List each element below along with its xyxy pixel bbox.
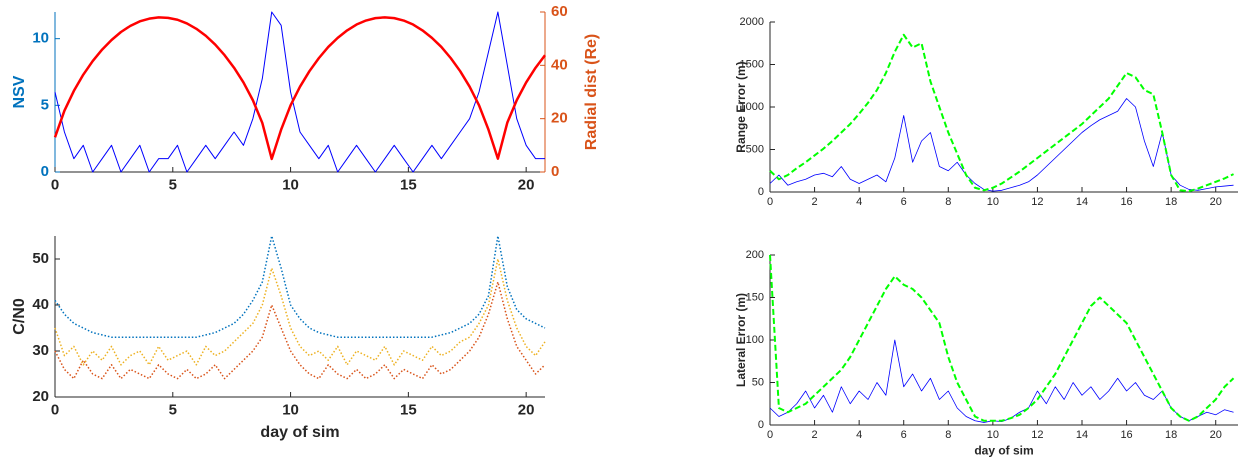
x-tick-label: 6	[901, 429, 907, 441]
y-axis-label: Lateral Error (m)	[734, 293, 748, 387]
y2-tick-label: 60	[551, 3, 568, 20]
x-axis-label: day of sim	[260, 424, 339, 441]
y2-axis-label: Radial dist (Re)	[583, 34, 600, 150]
y-tick-label: 0	[41, 163, 49, 180]
x-tick-label: 20	[518, 401, 535, 418]
y-tick-label: 0	[758, 186, 764, 198]
x-tick-label: 4	[856, 429, 862, 441]
y-tick-label: 200	[746, 249, 764, 261]
series-line	[54, 281, 546, 380]
x-tick-label: 5	[169, 401, 177, 418]
x-tick-label: 18	[1165, 196, 1177, 208]
series-line	[769, 254, 1235, 422]
x-tick-label: 12	[1031, 196, 1043, 208]
y-axis-label: NSV	[11, 75, 28, 108]
y-tick-label: 50	[752, 376, 764, 388]
series-line	[769, 98, 1234, 192]
x-axis-label: day of sim	[974, 444, 1033, 458]
y-tick-label: 150	[746, 291, 764, 303]
y-tick-label: 100	[746, 334, 764, 346]
y2-tick-label: 0	[551, 163, 559, 180]
x-tick-label: 5	[169, 176, 177, 193]
x-tick-label: 16	[1120, 429, 1132, 441]
series-line	[769, 33, 1234, 193]
y-tick-label: 1000	[740, 101, 764, 113]
x-tick-label: 15	[400, 401, 417, 418]
x-tick-label: 14	[1076, 196, 1088, 208]
y-tick-label: 5	[41, 96, 49, 113]
x-tick-label: 10	[987, 196, 999, 208]
x-tick-label: 8	[945, 196, 951, 208]
y-tick-label: 30	[32, 342, 49, 359]
x-tick-label: 0	[51, 401, 59, 418]
x-tick-label: 10	[282, 176, 299, 193]
x-tick-label: 20	[1210, 196, 1222, 208]
x-tick-label: 15	[400, 176, 417, 193]
y-tick-label: 20	[32, 388, 49, 405]
x-tick-label: 0	[51, 176, 59, 193]
y-tick-label: 2000	[740, 16, 764, 28]
x-tick-label: 0	[767, 196, 773, 208]
x-tick-label: 2	[812, 429, 818, 441]
y-tick-label: 40	[32, 296, 49, 313]
series-line	[53, 16, 546, 161]
y-tick-label: 1500	[740, 58, 764, 70]
y-axis-label: Range Error (m)	[734, 61, 748, 152]
x-tick-label: 2	[812, 196, 818, 208]
x-tick-label: 16	[1120, 196, 1132, 208]
x-tick-label: 20	[518, 176, 535, 193]
y-tick-label: 500	[746, 143, 764, 155]
y2-tick-label: 20	[551, 110, 568, 127]
x-tick-label: 18	[1165, 429, 1177, 441]
x-tick-label: 14	[1076, 429, 1088, 441]
x-tick-label: 4	[856, 196, 862, 208]
series-line	[769, 339, 1234, 423]
series-line	[54, 11, 545, 173]
x-tick-label: 6	[901, 196, 907, 208]
series-line	[54, 258, 546, 366]
y-tick-label: 10	[32, 30, 49, 47]
y-tick-label: 50	[32, 250, 49, 267]
x-tick-label: 10	[987, 429, 999, 441]
x-tick-label: 8	[945, 429, 951, 441]
x-tick-label: 10	[282, 401, 299, 418]
x-tick-label: 12	[1031, 429, 1043, 441]
y2-tick-label: 40	[551, 56, 568, 73]
y-axis-label: C/N0	[11, 298, 28, 335]
y-tick-label: 0	[758, 419, 764, 431]
x-tick-label: 0	[767, 429, 773, 441]
series-line	[54, 235, 546, 338]
x-tick-label: 20	[1210, 429, 1222, 441]
